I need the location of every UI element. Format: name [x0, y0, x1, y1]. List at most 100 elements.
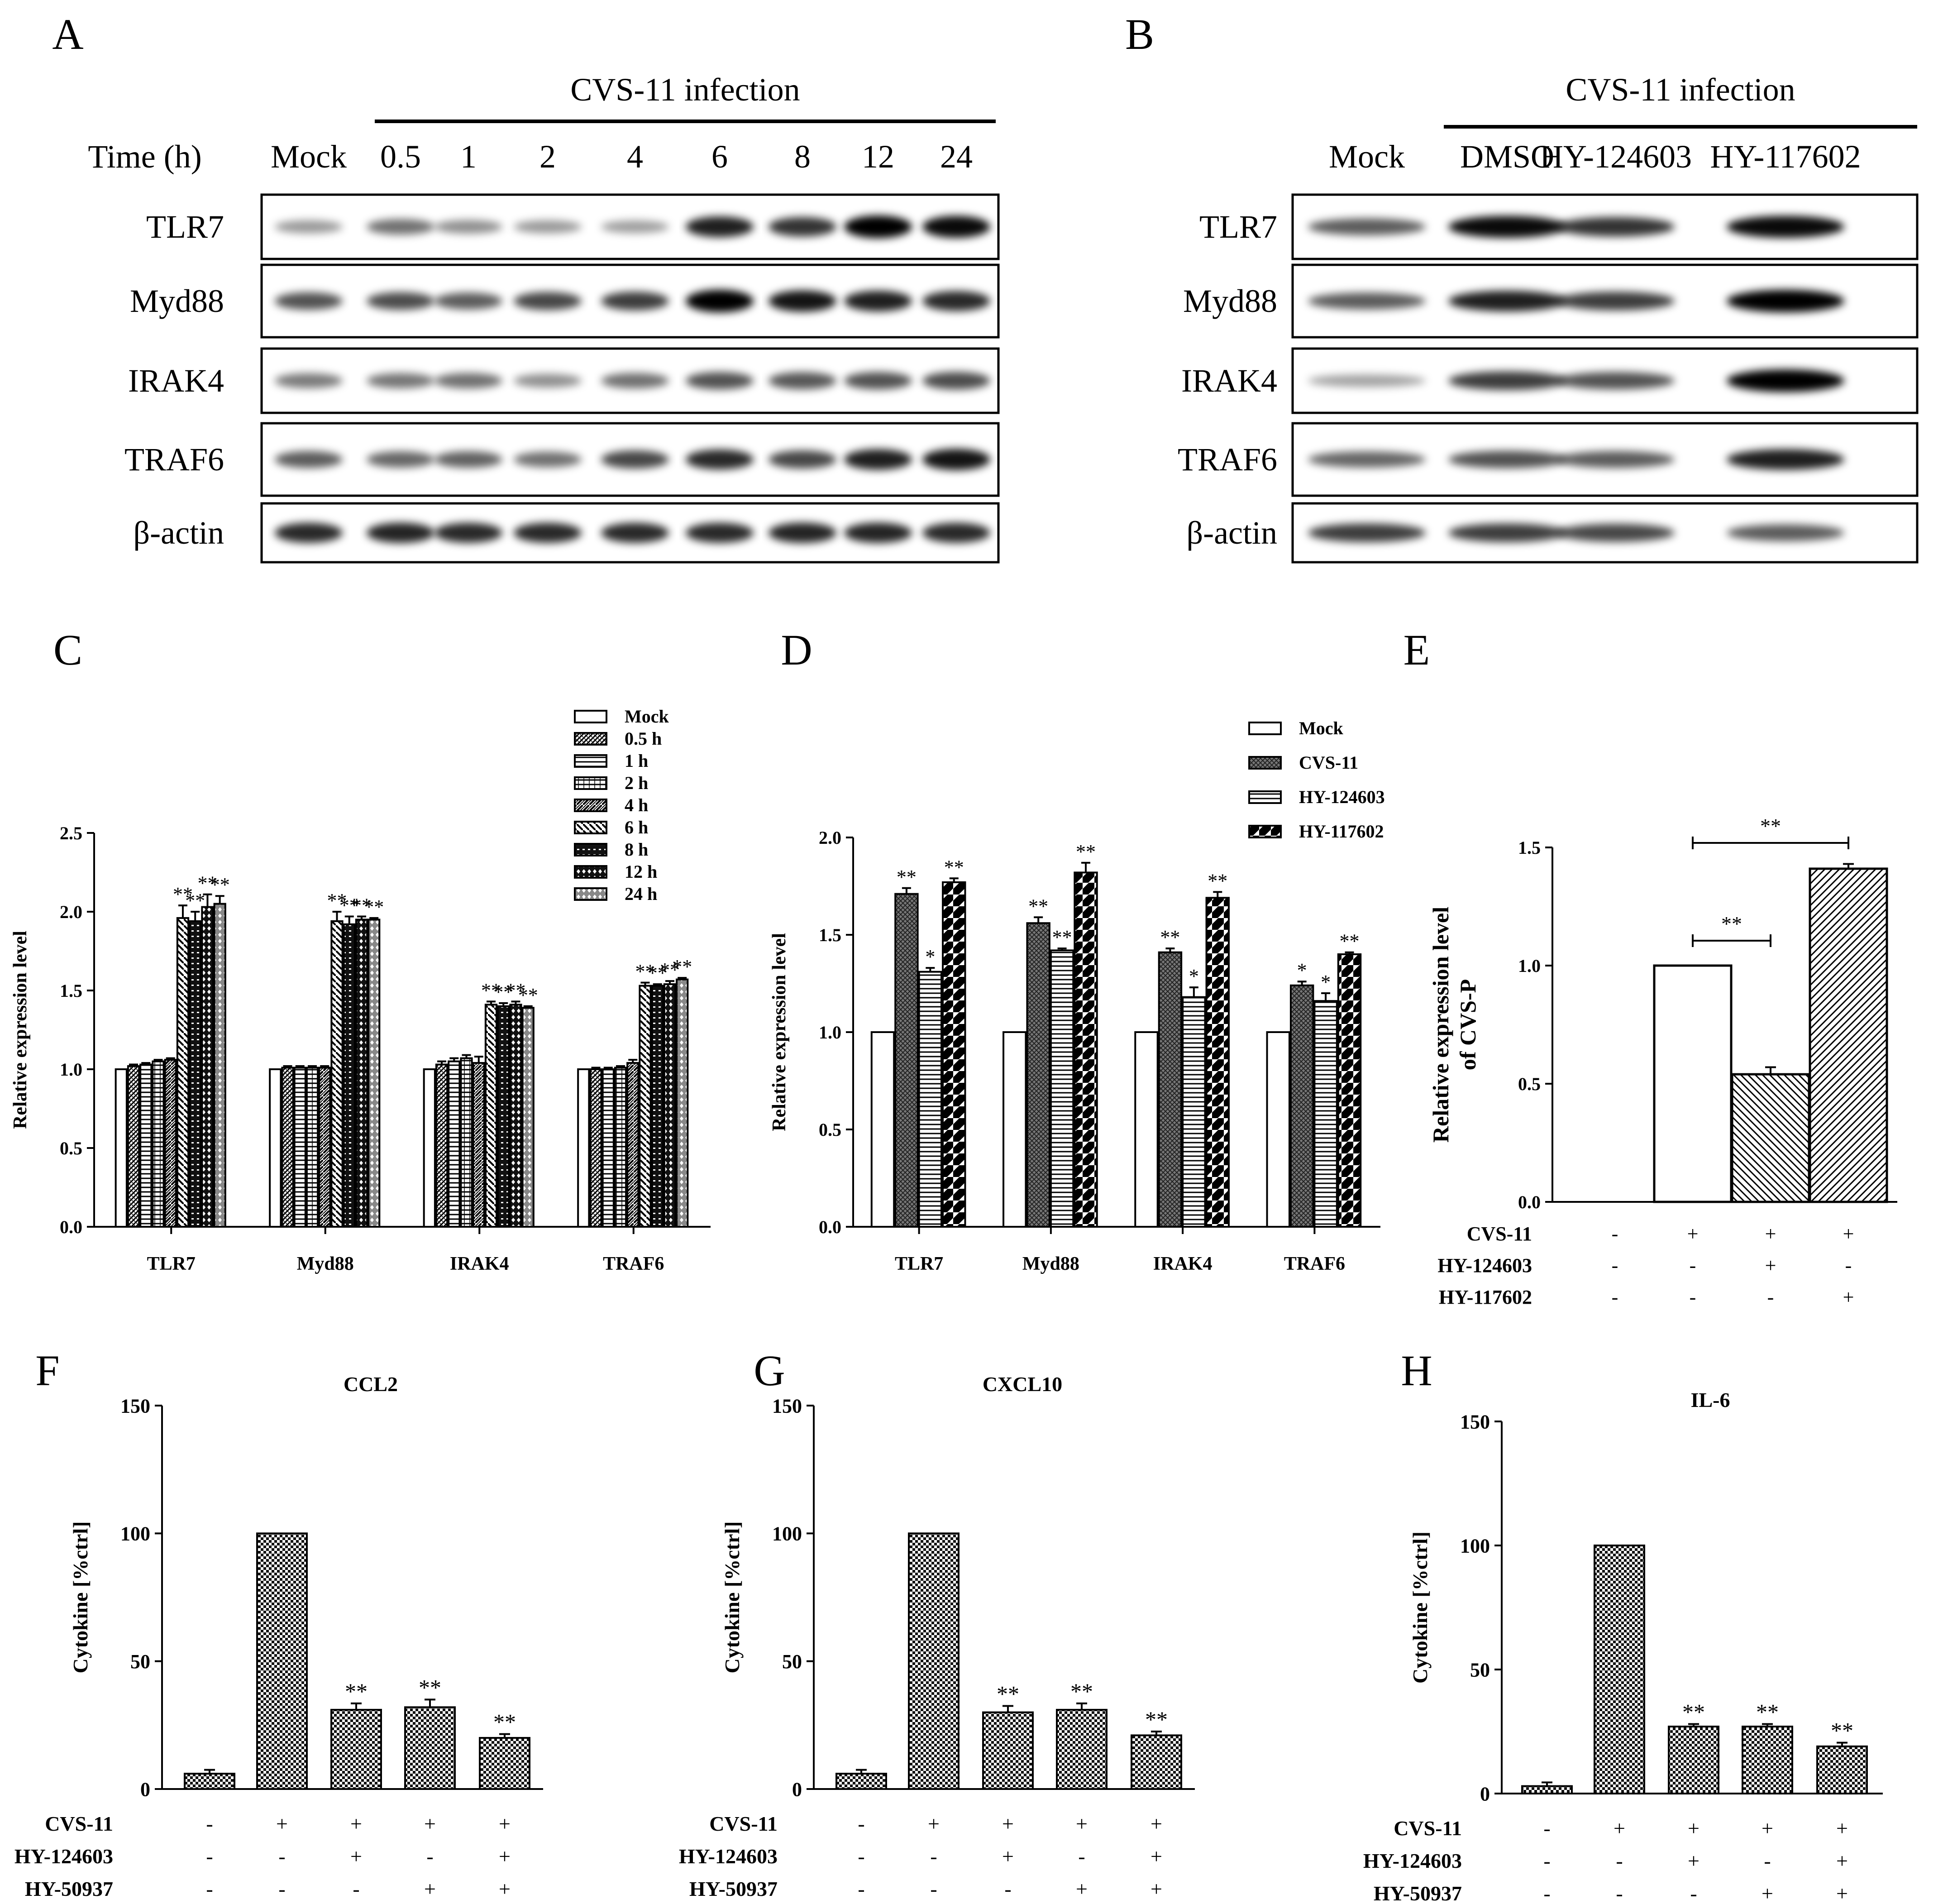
panel-letter-D: D	[781, 626, 812, 674]
condition-label: CVS-11	[1394, 1817, 1462, 1840]
condition-sign: -	[1690, 1254, 1696, 1277]
protein-band	[922, 449, 990, 470]
chart-F: F 0 50 100 150 CCL2 Cytokine [%ctrl] ** ** ** CVS-…	[14, 1346, 543, 1900]
protein-band	[1557, 292, 1675, 311]
legend-label: 12 h	[625, 861, 657, 882]
legend-swatch	[574, 865, 607, 879]
x-tick-label: TLR7	[895, 1253, 943, 1274]
y-tick-label: 100	[120, 1523, 150, 1545]
significance-mark: **	[364, 896, 384, 918]
lane-label: 8	[794, 139, 811, 175]
bar	[189, 920, 202, 1228]
y-axis-label: Cytokine [%ctrl]	[1408, 1531, 1432, 1684]
bar	[1056, 1708, 1108, 1790]
condition-sign: -	[1543, 1849, 1550, 1872]
condition-sign: -	[278, 1845, 285, 1868]
protein-band	[1557, 523, 1675, 542]
bar	[1521, 1785, 1573, 1795]
legend-swatch	[1248, 722, 1282, 735]
y-tick-label: 0	[140, 1778, 150, 1800]
protein-band	[844, 291, 912, 311]
condition-sign: +	[1002, 1845, 1014, 1868]
legend-label: CVS-11	[1299, 752, 1358, 773]
significance-mark: *	[925, 946, 935, 968]
condition-label: HY-124603	[1363, 1849, 1462, 1872]
protein-band	[275, 522, 343, 543]
bar	[448, 1060, 461, 1228]
y-axis-label: Relative expression level	[1428, 907, 1453, 1143]
condition-label: CVS-11	[709, 1812, 778, 1835]
condition-sign: +	[1614, 1817, 1625, 1840]
y-tick-label: 0.5	[60, 1138, 82, 1158]
significance-mark: *	[1297, 959, 1307, 981]
significance-mark: *	[1189, 965, 1199, 987]
condition-sign: -	[1616, 1849, 1623, 1872]
condition-sign: -	[1690, 1286, 1696, 1308]
legend-swatch	[574, 710, 607, 723]
y-tick-label: 50	[1470, 1659, 1490, 1681]
condition-sign: +	[424, 1877, 436, 1900]
significance-mark: **	[493, 1709, 516, 1735]
bar	[602, 1068, 615, 1228]
y-tick-label: 2.0	[819, 828, 841, 848]
lane-label: 12	[862, 139, 894, 175]
significance-mark: **	[339, 894, 359, 916]
x-tick-label: TRAF6	[603, 1253, 664, 1274]
panel-letter-E: E	[1404, 626, 1430, 674]
significance-mark: **	[1076, 841, 1096, 863]
panel-letter-C: C	[53, 626, 82, 674]
protein-band	[275, 292, 343, 310]
protein-band	[922, 522, 990, 543]
chart-E: E 0.0 0.5 1.0 1.5 Relative expression level of…	[1404, 626, 1897, 1308]
protein-band	[1448, 215, 1566, 238]
legend-label: 24 h	[625, 884, 657, 904]
bar	[1266, 1031, 1290, 1228]
condition-sign: +	[1843, 1223, 1854, 1245]
chart-C: C 0.0 0.5 1.0 1.5 2.0 2.5 Relative expression l…	[10, 626, 711, 1274]
protein-band	[922, 372, 990, 390]
blot-row-label: IRAK4	[1181, 363, 1277, 399]
significance-mark: **	[173, 883, 193, 905]
significance-mark: **	[997, 1681, 1019, 1706]
y-tick-label: 1.0	[819, 1022, 841, 1043]
significance-mark: **	[897, 866, 917, 888]
protein-band	[601, 292, 669, 311]
significance-mark: **	[1831, 1718, 1853, 1743]
bar	[1668, 1726, 1719, 1795]
legend-label: Mock	[1299, 718, 1344, 738]
y-axis-label: Cytokine [%ctrl]	[69, 1521, 92, 1674]
protein-band	[844, 215, 912, 238]
condition-sign: +	[1151, 1845, 1162, 1868]
protein-band	[844, 522, 912, 543]
protein-band	[769, 450, 836, 469]
x-tick-label: Myd88	[297, 1253, 354, 1274]
condition-sign: +	[1762, 1817, 1773, 1840]
bar	[423, 1068, 436, 1228]
condition-sign: +	[1688, 1849, 1700, 1872]
significance-mark: **	[1052, 926, 1072, 948]
bar	[472, 1062, 485, 1228]
bar	[269, 1068, 282, 1228]
significance-mark: **	[1760, 814, 1781, 837]
legend-label: 8 h	[625, 839, 648, 860]
bar	[1026, 922, 1050, 1228]
bar	[626, 1062, 640, 1228]
condition-label: HY-117602	[1439, 1286, 1532, 1308]
protein-band	[434, 522, 502, 543]
condition-sign: -	[1543, 1882, 1550, 1904]
blot-row-label: TLR7	[146, 209, 224, 245]
protein-band	[434, 373, 502, 389]
protein-band	[434, 451, 502, 468]
condition-sign: +	[350, 1812, 362, 1835]
significance-mark: **	[1756, 1699, 1779, 1725]
bar	[589, 1068, 602, 1228]
significance-mark: **	[1682, 1699, 1705, 1725]
bar	[404, 1706, 456, 1790]
lane-label: 4	[627, 139, 643, 175]
legend-swatch	[574, 887, 607, 901]
protein-band	[275, 220, 343, 234]
blot-row-label: TLR7	[1199, 209, 1277, 245]
bar	[330, 920, 344, 1228]
significance-mark: **	[1070, 1679, 1093, 1704]
